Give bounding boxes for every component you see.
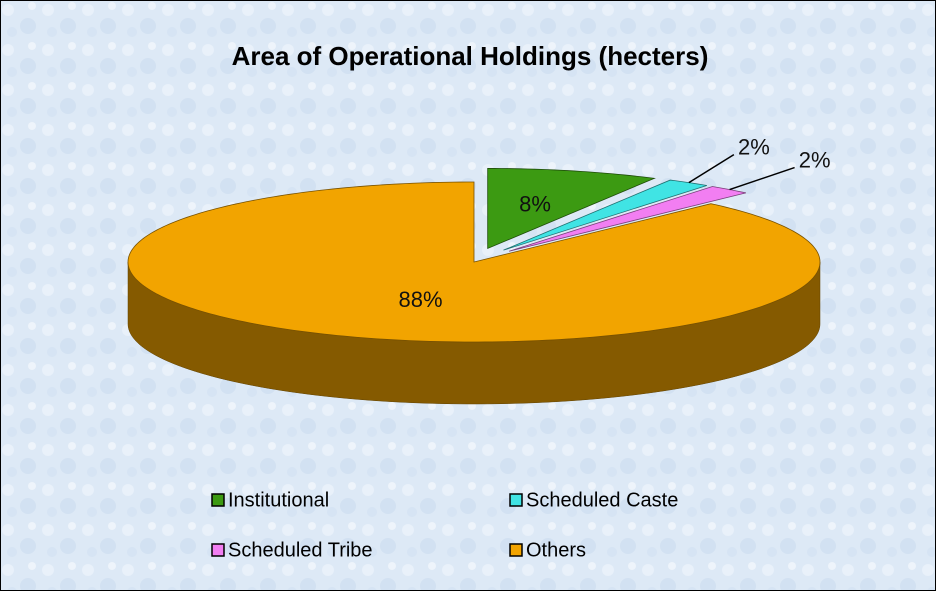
slice: [508, 186, 747, 252]
legend-swatch: [211, 543, 225, 557]
slice: [503, 179, 707, 251]
chart-title: Area of Operational Holdings (hecters): [232, 41, 709, 71]
leader-line: [729, 166, 795, 191]
legend: Institutional Scheduled Caste Scheduled Tr…: [211, 489, 678, 561]
slice: [487, 168, 656, 250]
legend-swatch: [509, 493, 523, 507]
legend-swatch: [509, 543, 523, 557]
legend-label: Others: [526, 539, 586, 561]
legend-swatch: [211, 493, 225, 507]
data-label: 2%: [799, 147, 831, 172]
legend-label: Scheduled Tribe: [228, 539, 373, 561]
leader-line: [688, 153, 735, 184]
data-label: 8%: [519, 192, 551, 217]
legend-label: Institutional: [228, 489, 329, 511]
data-label: 2%: [738, 134, 770, 159]
data-label: 88%: [398, 287, 442, 312]
slice: [127, 181, 821, 343]
legend-label: Scheduled Caste: [526, 489, 678, 511]
pie: 8% 2% 2% 88%: [127, 134, 831, 405]
